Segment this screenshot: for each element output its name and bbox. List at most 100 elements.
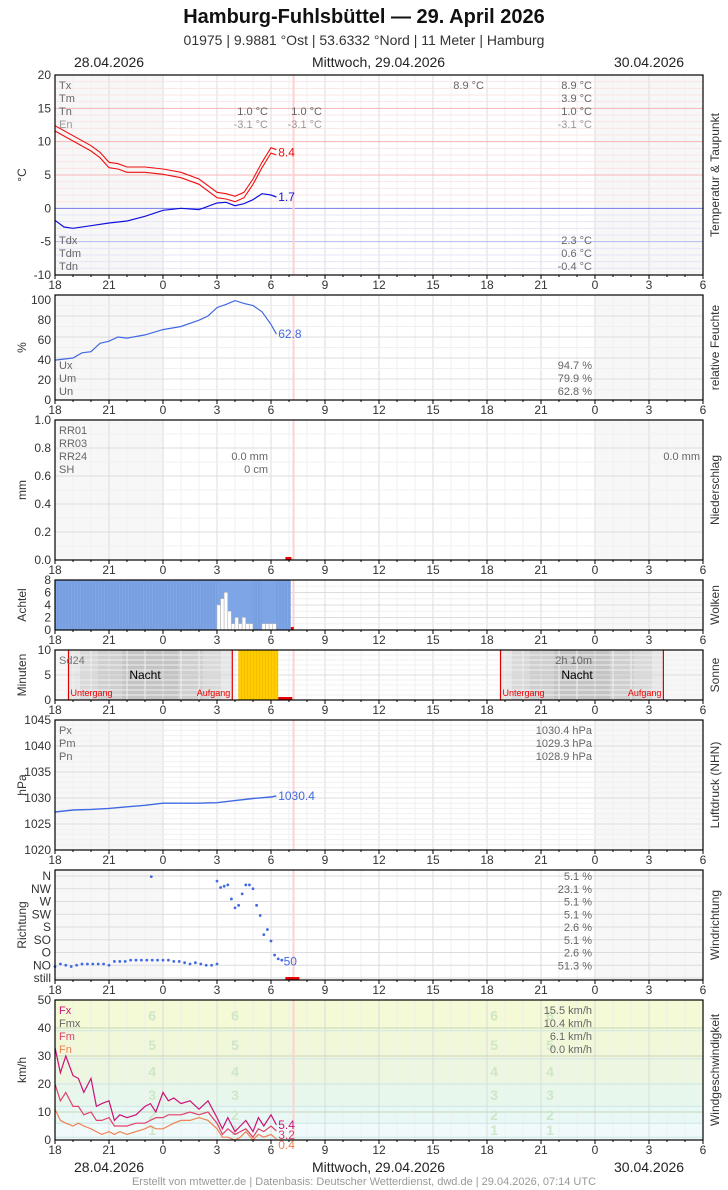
x-tick-label: 21 [534, 1143, 548, 1157]
y-tick-label: N [42, 869, 51, 883]
y-axis-label: hPa [15, 774, 29, 796]
y-tick-label: 40 [38, 353, 52, 367]
last-direction-value: 50 [284, 954, 298, 968]
summary-value: -0.4 °C [558, 261, 592, 273]
x-tick-label: 6 [700, 1143, 707, 1157]
summary-value: 79.9 % [558, 373, 592, 385]
x-tick-label: 3 [214, 703, 221, 717]
x-tick-label: 0 [592, 983, 599, 997]
x-tick-label: 15 [426, 853, 440, 867]
x-tick-label: 0 [592, 633, 599, 647]
x-tick-label: 15 [426, 703, 440, 717]
x-tick-label: 6 [268, 703, 275, 717]
summary-value: 2.6 % [564, 948, 592, 960]
y-tick-label: SW [32, 907, 52, 921]
x-tick-label: 3 [214, 403, 221, 417]
y-axis-label: % [15, 342, 29, 353]
y-tick-label: 40 [38, 1021, 52, 1035]
x-tick-label: 18 [48, 278, 62, 292]
x-tick-label: 0 [160, 563, 167, 577]
y-tick-label: 80 [38, 313, 52, 327]
x-tick-label: 6 [700, 278, 707, 292]
x-tick-label: 12 [372, 633, 386, 647]
station-info: 01975 | 9.9881 °Ost | 53.6332 °Nord | 11… [183, 32, 545, 48]
x-tick-label: 0 [160, 278, 167, 292]
summary-value: 0.0 km/h [550, 1044, 592, 1056]
x-tick-label: 21 [102, 853, 116, 867]
y-tick-label: 30 [38, 1049, 52, 1063]
x-tick-label: 21 [534, 633, 548, 647]
panel-title: Temperatur & Taupunkt [708, 112, 722, 237]
x-tick-label: 21 [534, 703, 548, 717]
y-axis-label: km/h [15, 1057, 29, 1083]
x-tick-label: 15 [426, 1143, 440, 1157]
x-tick-label: 0 [592, 403, 599, 417]
x-tick-label: 6 [700, 703, 707, 717]
beaufort-label: 4 [231, 1063, 239, 1079]
y-axis-label: Richtung [15, 901, 29, 948]
legend-label: Fx [59, 1005, 72, 1017]
sunrise-label: Aufgang [628, 688, 662, 698]
wind-direction-panel: 505.1 %23.1 %5.1 %5.1 %2.6 %5.1 %2.6 %51… [15, 869, 722, 997]
sunrise-label: Aufgang [197, 688, 231, 698]
y-tick-label: 1030 [24, 791, 51, 805]
x-tick-label: 12 [372, 983, 386, 997]
date-center: Mittwoch, 29.04.2026 [312, 1159, 446, 1175]
night-label: Nacht [561, 668, 593, 682]
legend-label: Un [59, 386, 73, 398]
x-tick-label: 21 [102, 633, 116, 647]
chart-text: 1.0 °C [237, 106, 268, 118]
x-tick-label: 12 [372, 1143, 386, 1157]
legend-label: Tdm [59, 248, 81, 260]
x-tick-label: 21 [534, 563, 548, 577]
y-tick-label: 5 [44, 668, 51, 682]
x-tick-label: 0 [592, 563, 599, 577]
x-tick-label: 21 [102, 278, 116, 292]
y-tick-label: 1040 [24, 739, 51, 753]
legend-label: Ux [59, 360, 73, 372]
beaufort-label: 4 [148, 1063, 156, 1079]
y-tick-label: -5 [40, 235, 51, 249]
summary-value: 23.1 % [558, 884, 592, 896]
panel-title: Windgeschwindigkeit [708, 1013, 722, 1126]
date-bar-bottom: 28.04.2026 Mittwoch, 29.04.2026 30.04.20… [0, 1159, 728, 1177]
beaufort-label: 3 [546, 1087, 554, 1103]
sunset-label: Untergang [71, 688, 113, 698]
x-tick-label: 0 [592, 703, 599, 717]
summary-value: -3.1 °C [558, 119, 592, 131]
summary-value: 1029.3 hPa [536, 738, 593, 750]
legend-label: Fm [59, 1031, 75, 1043]
y-tick-label: -10 [34, 268, 52, 282]
wind-speed-panel: 1234561234561234561234565.43.20.4FxFmxFm… [15, 993, 722, 1157]
y-tick-label: 0 [44, 393, 51, 407]
beaufort-label: 5 [546, 1037, 554, 1053]
beaufort-label: 6 [231, 1007, 239, 1023]
x-tick-label: 12 [372, 563, 386, 577]
summary-value: 1030.4 hPa [536, 725, 593, 737]
x-tick-label: 12 [372, 278, 386, 292]
y-tick-label: 4 [44, 598, 51, 612]
x-tick-label: 0 [160, 1143, 167, 1157]
panel-title: relative Feuchte [708, 304, 722, 390]
y-tick-label: 5 [44, 168, 51, 182]
y-tick-label: 0 [44, 623, 51, 637]
legend-label: Fn [59, 1044, 72, 1056]
chart-text: 0 cm [244, 464, 268, 476]
x-tick-label: 18 [48, 983, 62, 997]
y-tick-label: 2 [44, 611, 51, 625]
x-tick-label: 18 [480, 983, 494, 997]
beaufort-label: 5 [148, 1037, 156, 1053]
summary-value: 5.1 % [564, 897, 592, 909]
x-tick-label: 15 [426, 983, 440, 997]
legend-label: Tx [59, 80, 72, 92]
chart-text: 1.0 °C [291, 106, 322, 118]
x-tick-label: 12 [372, 403, 386, 417]
x-tick-label: 18 [480, 1143, 494, 1157]
legend-label: Tdn [59, 261, 78, 273]
x-tick-label: 3 [214, 983, 221, 997]
beaufort-label: 6 [148, 1007, 156, 1023]
